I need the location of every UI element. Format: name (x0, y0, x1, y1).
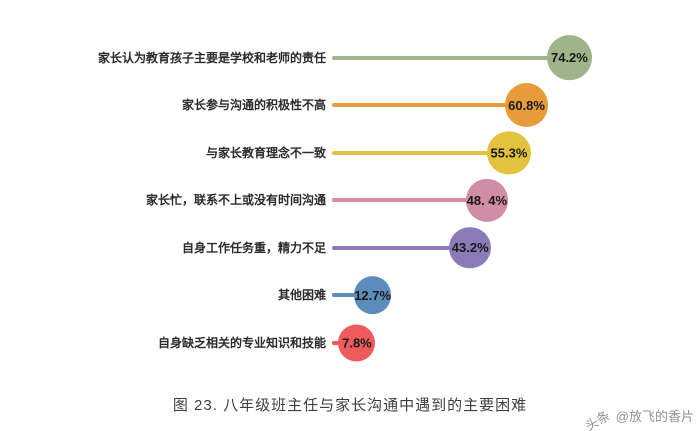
lollipop-rows: 家长认为教育孩子主要是学校和老师的责任 74.2% 家长参与沟通的积极性不高 60.8… (0, 34, 700, 367)
lollipop-plot: 74.2% (332, 34, 700, 82)
chart-row: 自身缺乏相关的专业知识和技能 7.8% (0, 319, 700, 367)
lollipop-stick (332, 103, 527, 108)
chart-row: 自身工作任务重，精力不足 43.2% (0, 224, 700, 272)
chart-row: 其他困难 12.7% (0, 272, 700, 320)
lollipop-stick (332, 245, 471, 250)
lollipop-plot: 7.8% (332, 319, 700, 367)
chart-row: 家长参与沟通的积极性不高 60.8% (0, 82, 700, 130)
value-bubble: 7.8% (338, 324, 376, 362)
lollipop-stick (332, 293, 373, 298)
chart-caption: 图 23. 八年级班主任与家长沟通中遇到的主要困难 (172, 397, 528, 414)
category-label: 与家长教育理念不一致 (205, 145, 326, 160)
category-label: 其他困难 (277, 288, 326, 303)
watermark-handle: @放飞的香片 (615, 409, 694, 424)
value-bubble: 74.2% (546, 34, 593, 81)
lollipop-stick (332, 55, 570, 60)
chart-row: 家长认为教育孩子主要是学校和老师的责任 74.2% (0, 34, 700, 82)
value-bubble: 12.7% (353, 276, 392, 315)
lollipop-stick (332, 198, 487, 203)
category-label: 自身缺乏相关的专业知识和技能 (157, 335, 326, 350)
value-bubble: 55.3% (487, 131, 531, 175)
value-bubble: 60.8% (504, 83, 549, 128)
lollipop-stick (332, 150, 509, 155)
category-label: 家长认为教育孩子主要是学校和老师的责任 (97, 50, 326, 65)
lollipop-plot: 43.2% (332, 224, 700, 272)
value-bubble: 43.2% (449, 226, 492, 269)
chart-row: 与家长教育理念不一致 55.3% (0, 129, 700, 177)
lollipop-plot: 55.3% (332, 129, 700, 177)
lollipop-plot: 12.7% (332, 272, 700, 320)
lollipop-plot: 48. 4% (332, 177, 700, 225)
lollipop-plot: 60.8% (332, 82, 700, 130)
category-label: 家长参与沟通的积极性不高 (181, 98, 326, 113)
value-bubble: 48. 4% (465, 179, 508, 222)
category-label: 自身工作任务重，精力不足 (181, 240, 326, 255)
watermark: 头条 @放飞的香片 (582, 406, 694, 431)
category-label: 家长忙，联系不上或没有时间沟通 (145, 193, 326, 208)
chart-row: 家长忙，联系不上或没有时间沟通 48. 4% (0, 177, 700, 225)
